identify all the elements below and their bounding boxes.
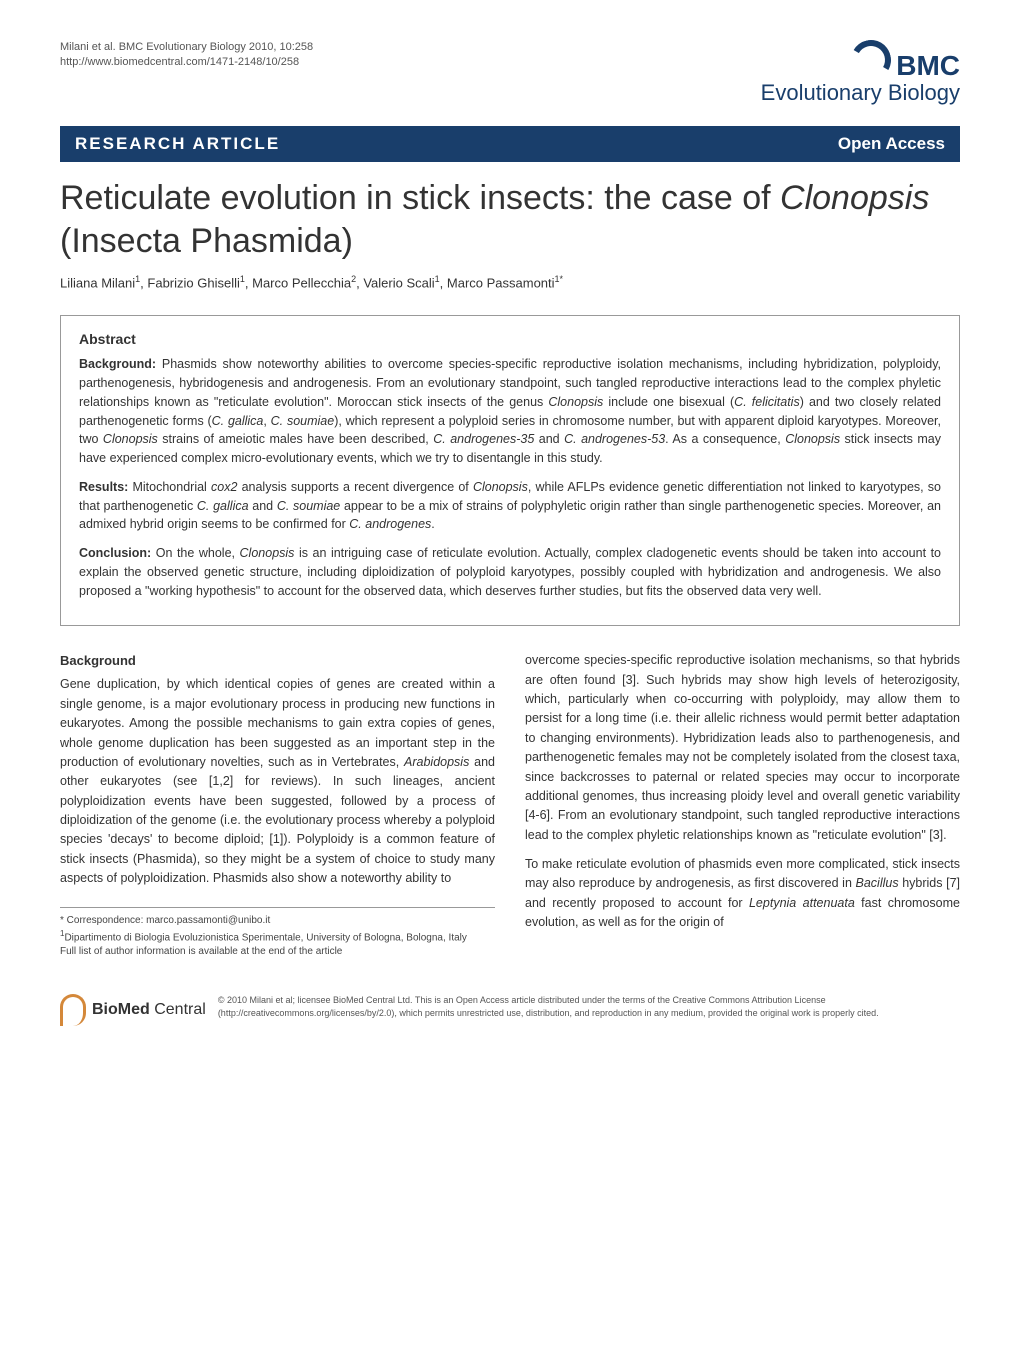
- page-footer: BioMed Central © 2010 Milani et al; lice…: [60, 984, 960, 1026]
- logo-arc-icon: [847, 36, 896, 85]
- citation: Milani et al. BMC Evolutionary Biology 2…: [60, 40, 313, 71]
- col2-para2: To make reticulate evolution of phasmids…: [525, 855, 960, 933]
- open-access-label: Open Access: [838, 134, 945, 154]
- biomed-central-logo: BioMed Central: [60, 994, 206, 1026]
- correspondence: * Correspondence: marco.passamonti@unibo…: [60, 914, 495, 928]
- abstract-box: Abstract Background: Phasmids show notew…: [60, 315, 960, 626]
- article-type: RESEARCH ARTICLE: [75, 134, 280, 154]
- background-heading: Background: [60, 651, 495, 671]
- left-column: Background Gene duplication, by which id…: [60, 651, 495, 959]
- author-info-note: Full list of author information is avail…: [60, 945, 495, 959]
- license-text: © 2010 Milani et al; licensee BioMed Cen…: [218, 994, 960, 1019]
- logo-subtitle: Evolutionary Biology: [761, 80, 960, 106]
- abstract-conclusion: Conclusion: On the whole, Clonopsis is a…: [79, 544, 941, 600]
- abstract-background: Background: Phasmids show noteworthy abi…: [79, 355, 941, 468]
- affiliation: 1Dipartimento di Biologia Evoluzionistic…: [60, 928, 495, 945]
- journal-logo: BMC Evolutionary Biology: [761, 40, 960, 106]
- citation-line1: Milani et al. BMC Evolutionary Biology 2…: [60, 40, 313, 55]
- abstract-results: Results: Mitochondrial cox2 analysis sup…: [79, 478, 941, 534]
- logo-text: BMC: [896, 52, 960, 80]
- footnotes: * Correspondence: marco.passamonti@unibo…: [60, 907, 495, 959]
- biomed-icon: [60, 994, 86, 1026]
- biomed-text: BioMed Central: [92, 1001, 206, 1019]
- article-type-banner: RESEARCH ARTICLE Open Access: [60, 126, 960, 162]
- page-header: Milani et al. BMC Evolutionary Biology 2…: [60, 40, 960, 106]
- authors-list: Liliana Milani1, Fabrizio Ghiselli1, Mar…: [60, 274, 960, 290]
- body-columns: Background Gene duplication, by which id…: [60, 651, 960, 959]
- abstract-heading: Abstract: [79, 331, 941, 347]
- citation-url: http://www.biomedcentral.com/1471-2148/1…: [60, 55, 313, 70]
- article-title: Reticulate evolution in stick insects: t…: [60, 177, 960, 262]
- right-column: overcome species-specific reproductive i…: [525, 651, 960, 959]
- background-paragraph: Gene duplication, by which identical cop…: [60, 675, 495, 888]
- col2-para1: overcome species-specific reproductive i…: [525, 651, 960, 845]
